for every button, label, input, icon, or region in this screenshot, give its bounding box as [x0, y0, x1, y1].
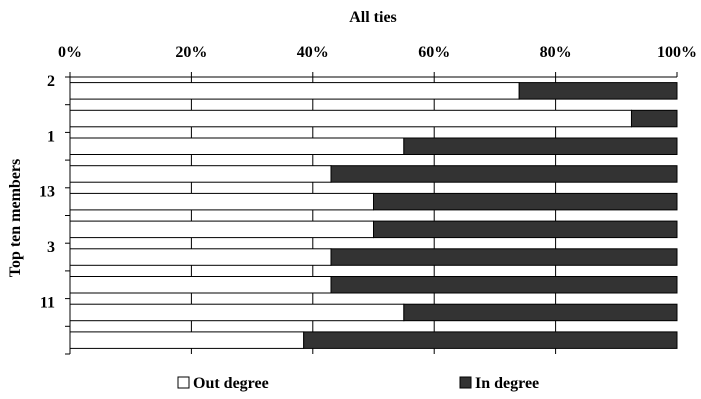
bar-segment-in-degree: [303, 331, 678, 349]
bar-segment-out-degree: [69, 82, 520, 100]
bar-segment-out-degree: [69, 165, 332, 183]
bar-segment-out-degree: [69, 137, 405, 155]
legend-label: Out degree: [193, 375, 269, 392]
bar-segment-in-degree: [330, 276, 678, 294]
x-tick-label: 100%: [657, 44, 697, 61]
x-axis-tick-labels: 0% 20% 40% 60% 80% 100%: [58, 44, 697, 61]
y-axis-label: Top ten members: [7, 159, 24, 278]
y-axis-tick-labels: 2 1 13 3 11: [39, 73, 55, 312]
y-tick-label: 1: [47, 128, 55, 145]
bar-segment-in-degree: [518, 82, 678, 100]
legend-item: Out degree: [177, 375, 269, 392]
bar-segment-in-degree: [630, 109, 678, 128]
x-tick-label: 20%: [175, 44, 207, 61]
chart-title: All ties: [349, 9, 397, 26]
bar-segment-in-degree: [330, 248, 678, 266]
y-tick-label: 3: [47, 239, 55, 256]
bar-segment-in-degree: [403, 137, 678, 155]
y-tick-label: 2: [47, 73, 55, 90]
bar-segment-out-degree: [69, 331, 305, 349]
legend-label: In degree: [475, 375, 539, 392]
legend-swatch: [177, 376, 190, 389]
x-tick-label: 0%: [58, 44, 82, 61]
legend: Out degree In degree: [177, 375, 539, 392]
bar-segment-in-degree: [330, 165, 678, 183]
y-tick-label: 13: [39, 184, 55, 201]
bars: [69, 82, 678, 349]
bar-segment-out-degree: [69, 192, 374, 211]
bar-segment-in-degree: [403, 303, 678, 322]
bar-segment-in-degree: [373, 220, 678, 239]
bar-segment-out-degree: [69, 109, 632, 128]
bar-segment-out-degree: [69, 220, 374, 239]
bar-segment-out-degree: [69, 248, 332, 266]
bar-segment-out-degree: [69, 276, 332, 294]
y-tick-label: 11: [40, 294, 55, 311]
legend-item: In degree: [459, 375, 539, 392]
bar-segment-in-degree: [373, 192, 678, 211]
x-tick-label: 60%: [418, 44, 450, 61]
axes: [65, 72, 678, 355]
legend-swatch: [459, 376, 472, 389]
bar-segment-out-degree: [69, 303, 405, 322]
x-tick-label: 40%: [297, 44, 329, 61]
x-tick-label: 80%: [540, 44, 572, 61]
